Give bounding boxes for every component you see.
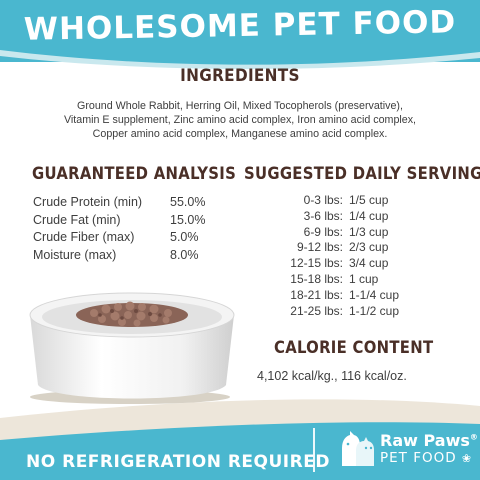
ingredients-list: Ground Whole Rabbit, Herring Oil, Mixed … bbox=[30, 99, 450, 141]
food-bowl-image bbox=[29, 292, 235, 404]
analysis-row: Crude Fat (min) 15.0% bbox=[33, 212, 205, 230]
paw-icon: ❀ bbox=[461, 452, 473, 465]
calorie-value: 4,102 kcal/kg., 116 kcal/oz. bbox=[257, 369, 407, 383]
serving-row: 0-3 lbs: 1/5 cup bbox=[262, 193, 399, 209]
serving-row: 6-9 lbs: 1/3 cup bbox=[262, 225, 399, 241]
serving-weight: 15-18 lbs: bbox=[290, 271, 343, 286]
serving-amount: 3/4 cup bbox=[349, 256, 389, 271]
serving-row: 3-6 lbs: 1/4 cup bbox=[262, 209, 399, 225]
registered-mark: ® bbox=[469, 432, 478, 442]
analysis-value: 55.0% bbox=[170, 195, 206, 209]
dog-cat-paw-icon bbox=[342, 431, 374, 466]
analysis-row: Moisture (max) 8.0% bbox=[33, 247, 205, 265]
serving-amount: 1/4 cup bbox=[349, 208, 389, 223]
serving-row: 18-21 lbs: 1-1/4 cup bbox=[262, 288, 399, 304]
serving-row: 12-15 lbs: 3/4 cup bbox=[262, 256, 399, 272]
serving-amount: 1/3 cup bbox=[349, 224, 389, 239]
serving-weight: 0-3 lbs: bbox=[303, 193, 343, 207]
serving-heading: SUGGESTED DAILY SERVING bbox=[244, 164, 480, 183]
calorie-heading: CALORIE CONTENT bbox=[274, 338, 434, 357]
serving-amount: 1 cup bbox=[349, 271, 379, 286]
ingredients-heading: INGREDIENTS bbox=[180, 66, 300, 86]
serving-amount: 1-1/2 cup bbox=[349, 303, 400, 318]
analysis-row: Crude Fiber (max) 5.0% bbox=[33, 229, 205, 247]
brand-subtitle: PET FOOD ❀ bbox=[380, 450, 472, 466]
serving-weight: 21-25 lbs: bbox=[290, 303, 343, 318]
serving-weight: 9-12 lbs: bbox=[296, 240, 343, 255]
ingredients-line: Vitamin E supplement, Zinc amino acid co… bbox=[63, 114, 417, 126]
guaranteed-analysis-heading: GUARANTEED ANALYSIS bbox=[32, 164, 237, 183]
serving-weight: 18-21 lbs: bbox=[290, 287, 343, 302]
analysis-row: Crude Protein (min) 55.0% bbox=[33, 194, 205, 212]
refrigeration-notice: NO REFRIGERATION REQUIRED bbox=[26, 452, 330, 472]
analysis-label: Crude Protein (min) bbox=[33, 195, 143, 209]
serving-row: 15-18 lbs: 1 cup bbox=[262, 272, 399, 288]
guaranteed-analysis-table: Crude Protein (min) 55.0% Crude Fat (min… bbox=[33, 194, 205, 264]
analysis-value: 8.0% bbox=[170, 247, 199, 262]
serving-weight: 3-6 lbs: bbox=[303, 208, 343, 223]
analysis-value: 15.0% bbox=[170, 212, 206, 227]
footer-divider bbox=[313, 428, 315, 472]
serving-weight: 6-9 lbs: bbox=[303, 224, 343, 239]
brand-name-text: Raw Paws bbox=[380, 431, 470, 450]
serving-amount: 2/3 cup bbox=[349, 240, 389, 255]
serving-table: 0-3 lbs: 1/5 cup 3-6 lbs: 1/4 cup 6-9 lbs:… bbox=[262, 193, 399, 319]
serving-amount: 1-1/4 cup bbox=[349, 287, 400, 302]
analysis-label: Crude Fat (min) bbox=[33, 212, 121, 227]
brand-subtitle-text: PET FOOD bbox=[380, 450, 457, 466]
analysis-label: Moisture (max) bbox=[33, 247, 117, 262]
header-wave bbox=[0, 38, 480, 70]
analysis-value: 5.0% bbox=[170, 230, 199, 244]
ingredients-line: Copper amino acid complex, Manganese ami… bbox=[92, 128, 388, 140]
serving-row: 21-25 lbs: 1-1/2 cup bbox=[262, 304, 399, 320]
serving-weight: 12-15 lbs: bbox=[290, 256, 343, 271]
brand-name: Raw Paws® bbox=[380, 431, 478, 450]
serving-amount: 1/5 cup bbox=[349, 193, 389, 207]
ingredients-line: Ground Whole Rabbit, Herring Oil, Mixed … bbox=[77, 100, 403, 112]
analysis-label: Crude Fiber (max) bbox=[33, 230, 135, 244]
serving-row: 9-12 lbs: 2/3 cup bbox=[262, 240, 399, 256]
